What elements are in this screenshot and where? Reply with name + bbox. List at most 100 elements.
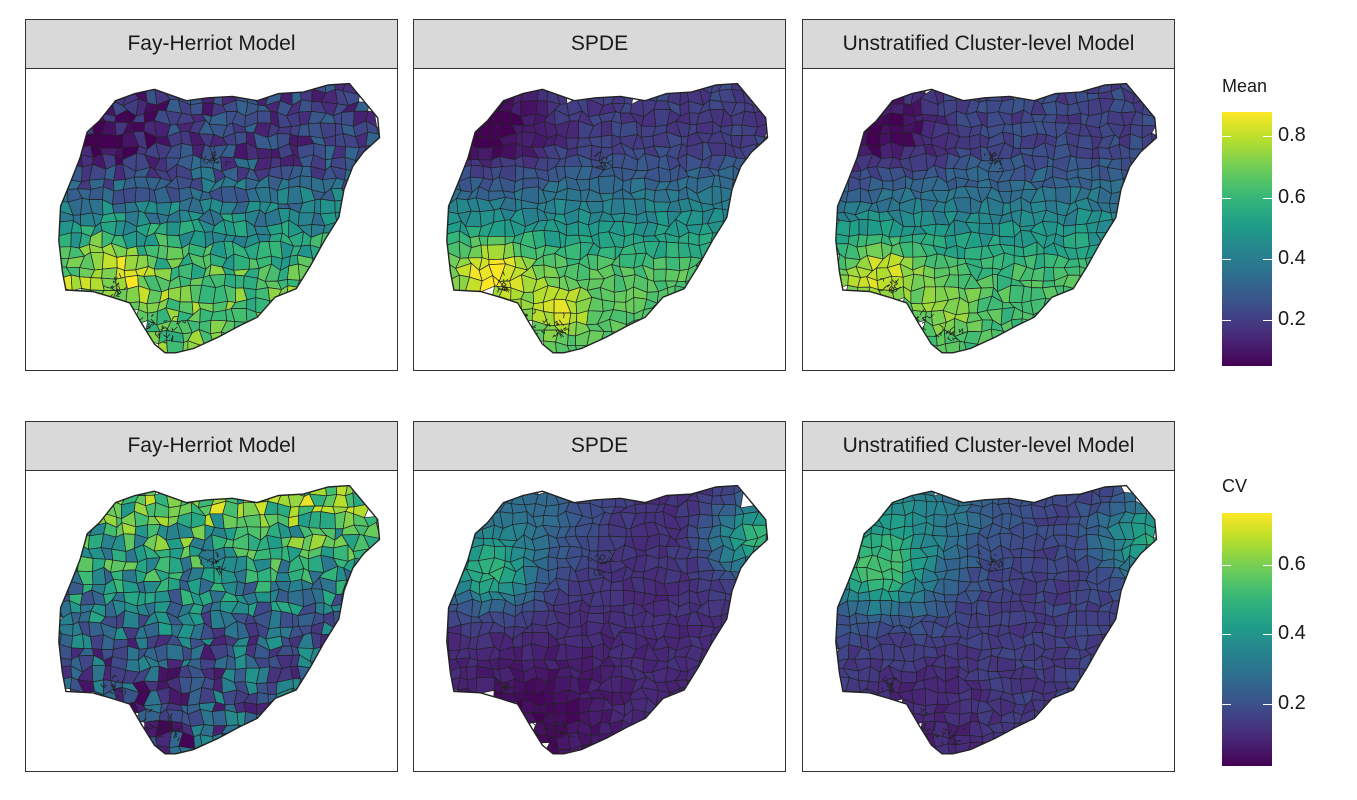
district-boundary <box>140 330 144 334</box>
map-region <box>1063 658 1081 669</box>
facet-strip: Fay-Herriot Model <box>25 19 398 69</box>
map-region <box>477 147 494 161</box>
district-boundary <box>939 331 943 334</box>
map-region <box>611 732 624 749</box>
map-region <box>542 691 555 705</box>
map-region <box>134 187 150 203</box>
district-boundary <box>500 686 506 694</box>
map-region <box>165 490 184 508</box>
map-region <box>610 198 626 216</box>
map-region <box>686 499 700 517</box>
district-boundary <box>951 730 958 736</box>
district-boundary <box>166 727 172 731</box>
map-region <box>543 504 560 517</box>
district-boundary <box>121 678 125 683</box>
map-region <box>1031 557 1049 574</box>
map-region <box>555 341 571 353</box>
district-boundary <box>156 332 162 336</box>
district-boundary <box>559 330 564 334</box>
district-boundary <box>919 731 924 735</box>
district-boundary <box>562 721 567 728</box>
map-region <box>319 511 336 530</box>
map-region <box>1091 164 1101 181</box>
map-region <box>446 622 449 639</box>
district-boundary <box>545 323 551 328</box>
map-region <box>256 233 272 243</box>
map-region <box>123 485 139 497</box>
district-boundary <box>919 309 925 316</box>
map-region <box>1151 132 1157 150</box>
legend-tick-mark <box>1222 320 1231 322</box>
district-boundary <box>890 289 895 294</box>
district-boundary <box>888 288 892 293</box>
map-region <box>634 503 647 514</box>
map-region <box>665 241 680 259</box>
map-region <box>1075 610 1087 626</box>
district-boundary <box>199 559 203 566</box>
district-boundary <box>170 712 173 719</box>
district-boundary <box>506 687 508 692</box>
map-region <box>198 284 217 304</box>
district-boundary <box>111 674 118 680</box>
district-boundary <box>554 728 558 734</box>
district-boundary <box>114 680 120 687</box>
district-boundary <box>921 335 926 340</box>
map-region <box>1084 255 1101 271</box>
country-outline <box>58 484 381 755</box>
district-boundary <box>554 320 558 325</box>
map-region <box>1003 732 1012 747</box>
district-boundary <box>922 325 927 331</box>
choropleth-map <box>802 470 1175 772</box>
district-boundary <box>597 165 602 168</box>
legend-tick-label: 0.2 <box>1278 308 1306 331</box>
district-boundary <box>932 728 936 732</box>
facet-strip: Unstratified Cluster-level Model <box>802 421 1175 471</box>
map-region <box>232 219 248 238</box>
district-boundary <box>533 340 538 344</box>
district-boundary <box>210 561 215 566</box>
facet-title: Fay-Herriot Model <box>127 434 296 457</box>
district-boundary <box>952 741 958 745</box>
district-boundary <box>598 568 605 574</box>
district-boundary <box>215 551 219 555</box>
district-boundary <box>888 286 891 291</box>
district-boundary <box>215 567 221 576</box>
map-region <box>711 185 722 206</box>
map-region <box>225 655 236 670</box>
map-region <box>269 547 283 560</box>
district-boundary <box>889 281 893 285</box>
district-boundary <box>558 330 565 338</box>
district-boundary <box>211 154 217 160</box>
map-region <box>224 709 239 726</box>
map-region <box>286 263 301 281</box>
map-region <box>498 110 512 125</box>
district-boundary <box>886 683 891 688</box>
district-boundary <box>889 686 893 694</box>
district-boundary <box>115 290 120 295</box>
facet-strip: SPDE <box>413 19 786 69</box>
map-svg <box>835 484 1158 755</box>
map-region <box>166 643 185 661</box>
map-region <box>991 223 1001 237</box>
district-boundary <box>508 686 514 689</box>
district-boundary <box>891 285 895 293</box>
map-region <box>674 285 689 300</box>
map-region <box>709 241 725 261</box>
legend-mean: Mean 0.2 0.4 0.6 0.8 <box>1222 76 1342 376</box>
facet-title: Unstratified Cluster-level Model <box>842 32 1135 55</box>
district-boundary <box>554 329 559 337</box>
district-boundary <box>992 154 997 160</box>
map-region <box>698 501 713 516</box>
district-boundary <box>163 320 168 322</box>
district-boundary <box>935 735 940 738</box>
map-region <box>609 589 625 607</box>
district-boundary <box>115 282 120 287</box>
map-region <box>598 523 610 538</box>
district-boundary <box>923 722 927 728</box>
district-boundary <box>203 155 207 164</box>
map-region <box>324 485 338 497</box>
district-boundary <box>880 278 885 282</box>
map-region <box>115 133 124 149</box>
panel-spde-cv: SPDE <box>413 421 786 772</box>
district-boundary <box>922 315 929 318</box>
